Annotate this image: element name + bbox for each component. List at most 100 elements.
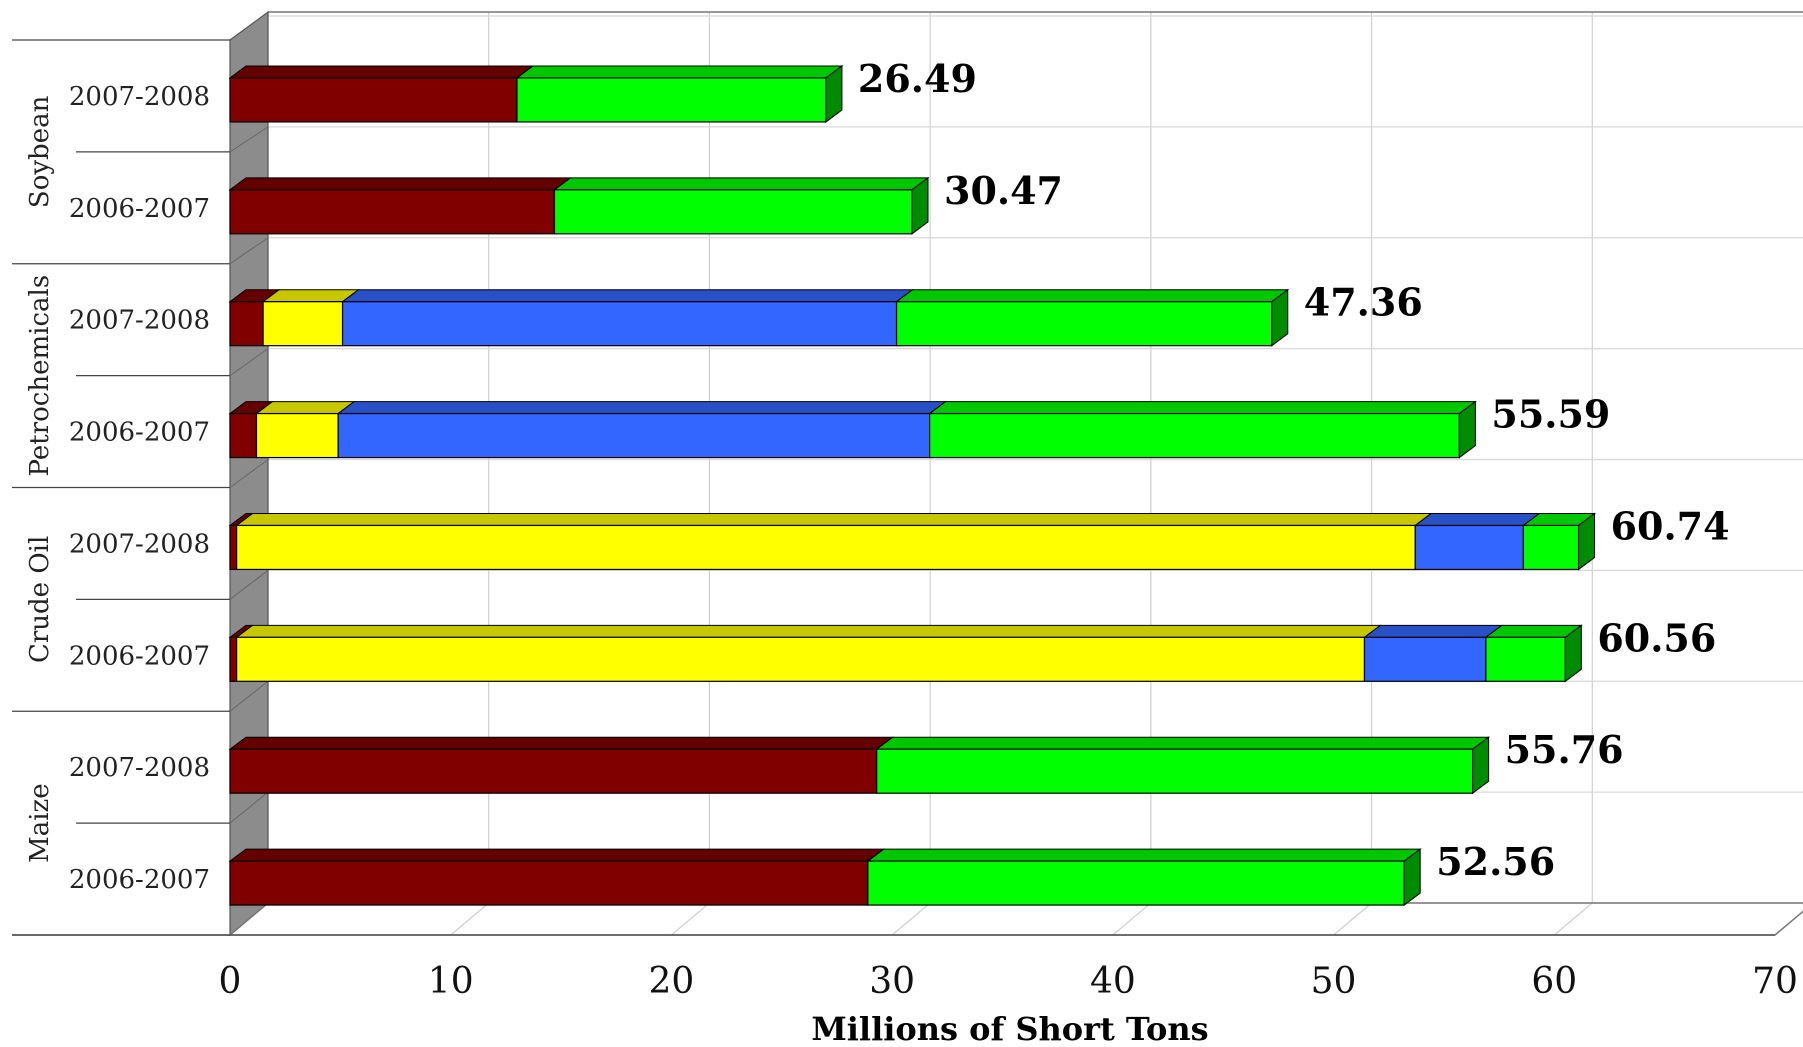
bar-row: [228, 64, 844, 123]
bar-segment-top: [254, 401, 356, 415]
row-label: 2006-2007: [69, 641, 210, 671]
bar-segment: [262, 301, 344, 347]
bar-row: [228, 176, 930, 235]
bar-segment: [229, 748, 878, 794]
bar-segment-top: [1413, 512, 1541, 526]
bar-segment-top: [866, 848, 1422, 862]
bar-total-label: 26.49: [858, 56, 977, 101]
bar-segment: [1485, 636, 1566, 682]
bar-segment-top: [515, 65, 844, 79]
bar-end-face: [1458, 400, 1476, 459]
x-tick-label: 60: [1531, 961, 1577, 1002]
bar-segment-top: [228, 736, 895, 750]
side-wall-division: [229, 569, 269, 600]
floor-gridline: [891, 902, 931, 936]
bar-segment-top: [1362, 624, 1504, 638]
bar-row: [228, 624, 1583, 683]
bar-segment: [553, 189, 913, 235]
bar-segment: [1363, 636, 1487, 682]
bar-segment: [229, 860, 869, 906]
bar-row: [228, 848, 1422, 907]
floor: [227, 902, 1803, 936]
floor-gridline: [1553, 902, 1593, 936]
bar-total-label: 60.74: [1611, 503, 1730, 548]
bar-total-label: 55.76: [1505, 727, 1624, 772]
x-tick-label: 70: [1752, 961, 1798, 1002]
bar-total-label: 30.47: [944, 168, 1063, 213]
side-wall-division: [229, 459, 269, 488]
bar-segment: [895, 301, 1273, 347]
bar-segment: [1522, 524, 1580, 571]
bar-segment: [229, 636, 238, 682]
bar-segment: [229, 524, 238, 571]
bar-row: [228, 736, 1491, 795]
group-label: Maize: [25, 783, 55, 863]
bar-end-face: [1472, 736, 1490, 795]
bar-end-face: [1271, 288, 1289, 347]
side-wall-division: [229, 126, 269, 153]
bar-end-face: [1403, 848, 1421, 907]
bar-segment: [229, 412, 258, 459]
side-wall-division: [229, 791, 269, 824]
bar-segment: [929, 412, 1460, 459]
bar-segment: [236, 524, 1416, 571]
bar-segment: [229, 189, 556, 235]
bar-segment-top: [895, 289, 1290, 303]
bar-segment-top: [235, 624, 1382, 638]
grid-layer: [229, 12, 1803, 936]
row-label: 2007-2008: [69, 753, 210, 783]
side-wall-division: [229, 237, 269, 265]
bar-segment: [867, 860, 1405, 906]
x-tick-label: 30: [869, 961, 915, 1002]
bars-layer: [228, 64, 1597, 907]
bar-segment-top: [875, 736, 1491, 750]
x-axis-title: Millions of Short Tons: [811, 1010, 1208, 1047]
side-wall-division: [229, 348, 269, 377]
bar-segment-top: [228, 848, 886, 862]
x-tick-label: 10: [428, 961, 474, 1002]
floor-gridline: [1112, 902, 1152, 936]
bar-total-label: 47.36: [1304, 280, 1423, 325]
group-label: Petrochemicals: [25, 275, 55, 477]
bar-segment: [229, 77, 518, 123]
x-tick-label: 40: [1090, 961, 1136, 1002]
bar-end-face: [1564, 624, 1582, 683]
bar-segment-top: [235, 512, 1433, 526]
row-label: 2007-2008: [69, 306, 210, 336]
labels-layer: 0 10 20 30 40 50 60 70 2007-2008 2006-2007 2007-20…: [25, 56, 1798, 1002]
row-label: 2006-2007: [69, 418, 210, 448]
row-label: 2007-2008: [69, 529, 210, 559]
side-wall-division: [229, 680, 269, 712]
bar-end-face: [825, 64, 843, 123]
bar-segment-top: [928, 401, 1477, 415]
group-label: Soybean: [25, 95, 55, 208]
axis-wall: [12, 10, 1803, 937]
bar-segment-top: [341, 289, 915, 303]
bar-total-label: 52.56: [1436, 839, 1555, 884]
bar-segment: [255, 412, 339, 459]
bar-segment: [236, 636, 1366, 682]
row-label: 2006-2007: [69, 194, 210, 224]
bar-segment: [1414, 524, 1524, 571]
row-label: 2006-2007: [69, 865, 210, 895]
x-tick-label: 50: [1311, 961, 1357, 1002]
bar-segment-top: [336, 401, 948, 415]
bar-end-face: [911, 176, 929, 235]
bar-segment-top: [228, 177, 572, 191]
bar-segment-top: [552, 177, 930, 191]
bar-segment: [337, 412, 931, 459]
bar-total-label: 60.56: [1597, 615, 1716, 660]
floor-gridline: [1333, 902, 1372, 936]
floor-gridline: [1774, 910, 1803, 936]
row-label: 2007-2008: [69, 82, 210, 112]
bar-row: [228, 512, 1597, 571]
bar-end-face: [1578, 512, 1596, 571]
floor-gridline: [450, 902, 490, 936]
bar-segment-top: [228, 65, 535, 79]
bar-segment: [876, 748, 1474, 794]
floor-gridline: [671, 902, 710, 936]
bar-segment: [341, 301, 898, 347]
bar-row: [228, 400, 1477, 459]
bar-row: [228, 288, 1290, 347]
